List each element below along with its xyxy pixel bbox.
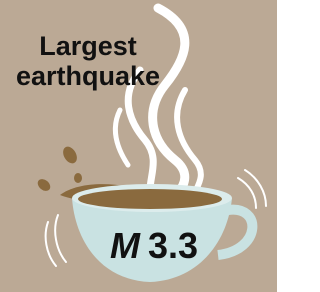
magnitude-value: 3.3 [148, 225, 198, 266]
magnitude-symbol: M [110, 225, 141, 266]
coffee [78, 189, 222, 209]
infographic: Largest earthquake M 3.3 [0, 0, 277, 292]
title-line: earthquake [16, 61, 160, 91]
title-line: Largest [39, 31, 137, 61]
